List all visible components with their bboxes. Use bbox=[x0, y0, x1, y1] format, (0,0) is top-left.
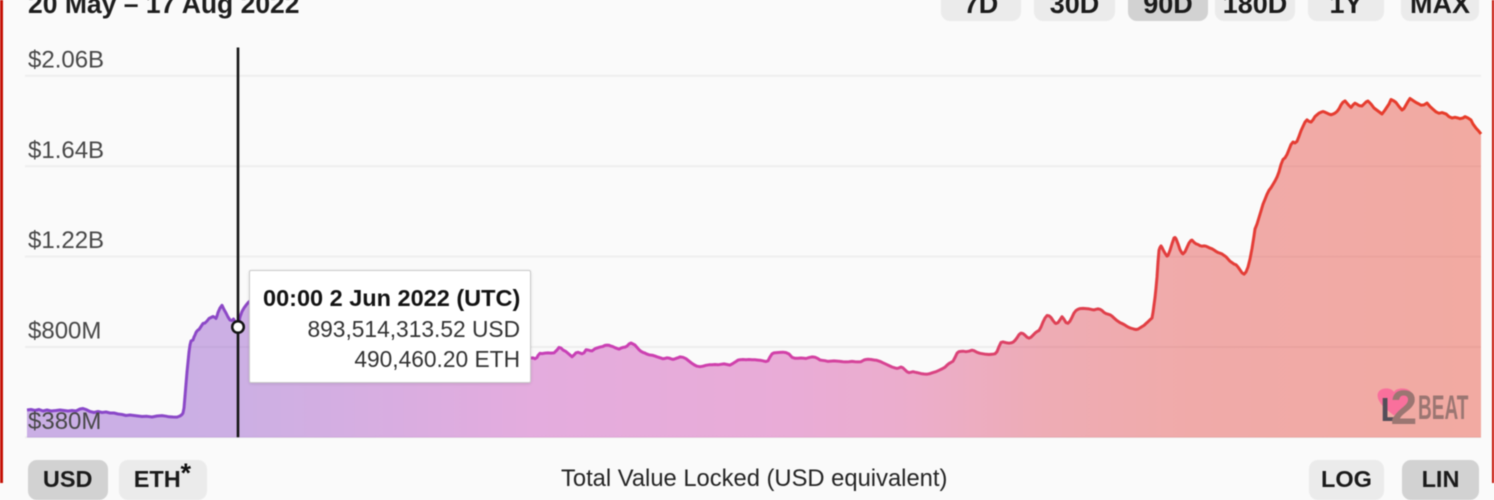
svg-text:$800M: $800M bbox=[28, 318, 101, 345]
svg-text:$380M: $380M bbox=[28, 408, 101, 435]
svg-text:BEAT: BEAT bbox=[1418, 388, 1469, 426]
svg-text:$1.22B: $1.22B bbox=[28, 227, 104, 254]
svg-text:L: L bbox=[1381, 391, 1401, 427]
svg-text:$2.06B: $2.06B bbox=[28, 46, 104, 73]
svg-text:2: 2 bbox=[1391, 385, 1418, 427]
svg-text:$1.64B: $1.64B bbox=[28, 137, 104, 164]
